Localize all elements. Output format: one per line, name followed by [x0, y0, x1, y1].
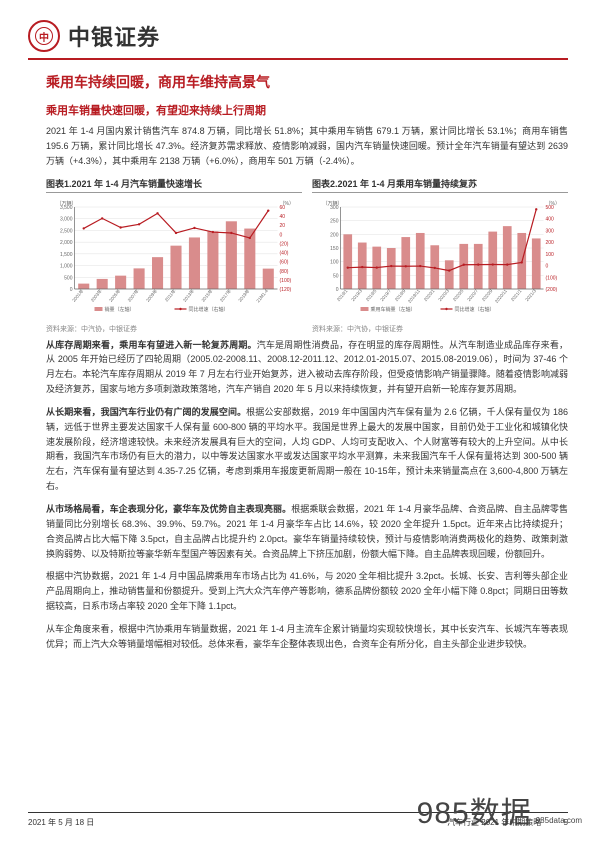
header: 中 中银证券	[28, 20, 568, 60]
chart2-title: 图表2.2021 年 1-4 月乘用车销量持续复苏	[312, 177, 568, 190]
section1-heading: 乘用车销量快速回暖，有望迎来持续上行周期	[46, 102, 568, 118]
svg-text:3,000: 3,000	[60, 216, 73, 222]
svg-text:200: 200	[330, 232, 339, 238]
svg-text:2011年: 2011年	[163, 287, 178, 303]
svg-text:2021/1: 2021/1	[510, 288, 523, 302]
svg-text:100: 100	[546, 251, 555, 257]
svg-text:2020/11: 2020/11	[494, 288, 508, 304]
svg-text:1,000: 1,000	[60, 263, 73, 269]
watermark-small: 985data.com	[536, 816, 582, 825]
svg-text:（万辆）: （万辆）	[323, 200, 343, 207]
para-p3: 从市场格局看，车企表现分化，豪华车及优势自主表现亮丽。根据乘联会数据，2021 …	[46, 502, 568, 561]
svg-text:（%）: （%）	[546, 201, 560, 207]
p1-bold: 从库存周期来看，乘用车有望进入新一轮复苏周期。	[46, 340, 257, 350]
svg-text:1,500: 1,500	[60, 251, 73, 257]
svg-text:2015年: 2015年	[200, 287, 215, 303]
svg-text:同比增速（右轴）: 同比增速（右轴）	[189, 306, 229, 313]
watermark: 985数据 985data.com	[417, 788, 582, 832]
charts-row: 图表1.2021 年 1-4 月汽车销量快速增长 05001,0001,5002…	[46, 177, 568, 334]
chart2-source: 资料来源：中汽协，中银证券	[312, 324, 568, 334]
svg-text:20: 20	[280, 223, 286, 229]
svg-text:2017年: 2017年	[218, 287, 233, 303]
svg-text:(120): (120)	[280, 287, 292, 293]
logo-inner: 中	[35, 27, 53, 45]
svg-text:40: 40	[280, 214, 286, 220]
chart1-box: 图表1.2021 年 1-4 月汽车销量快速增长 0 500 1,000 1,500 2…	[46, 177, 302, 334]
svg-text:150: 150	[330, 246, 339, 252]
chart1-title: 图表1.2021 年 1-4 月汽车销量快速增长	[46, 177, 302, 190]
para-p4: 根据中汽协数据，2021 年 1-4 月中国品牌乘用车市场占比为 41.6%，与…	[46, 569, 568, 614]
svg-text:2,000: 2,000	[60, 240, 73, 246]
svg-text:2,500: 2,500	[60, 228, 73, 234]
svg-text:(100): (100)	[546, 275, 558, 281]
svg-text:(40): (40)	[280, 250, 289, 256]
svg-text:2020/1: 2020/1	[423, 288, 436, 302]
svg-text:2005年: 2005年	[107, 287, 122, 303]
chart1-divider	[46, 192, 302, 193]
svg-text:(100): (100)	[280, 277, 292, 283]
svg-text:0: 0	[70, 287, 73, 293]
svg-text:2020/7: 2020/7	[466, 288, 479, 302]
svg-text:2013年: 2013年	[181, 287, 196, 303]
chart1-source: 资料来源：中汽协，中银证券	[46, 324, 302, 334]
svg-text:2019/5: 2019/5	[365, 288, 378, 302]
svg-text:（万辆）: （万辆）	[57, 200, 77, 207]
svg-text:(60): (60)	[280, 259, 289, 265]
svg-text:2009年: 2009年	[144, 287, 159, 303]
p2-bold: 从长期来看，我国汽车行业仍有广阔的发展空间。	[46, 407, 246, 417]
footer-date: 2021 年 5 月 18 日	[28, 817, 94, 828]
para-p1: 从库存周期来看，乘用车有望进入新一轮复苏周期。汽车是周期性消费品，存在明显的库存…	[46, 338, 568, 397]
svg-text:2021/3: 2021/3	[524, 288, 537, 302]
svg-text:0: 0	[336, 287, 339, 293]
svg-text:2019/3: 2019/3	[350, 288, 363, 302]
svg-text:2019/11: 2019/11	[407, 288, 421, 304]
svg-text:2019/9: 2019/9	[394, 288, 407, 302]
chart1-svg: 05001,0001,5002,0002,5003,0003,500(120)(…	[46, 197, 302, 317]
svg-text:2007年: 2007年	[126, 287, 141, 303]
svg-text:300: 300	[546, 228, 555, 234]
svg-text:400: 400	[546, 216, 555, 222]
p3-bold: 从市场格局看，车企表现分化，豪华车及优势自主表现亮丽。	[46, 504, 291, 514]
svg-text:同比增速（右轴）: 同比增速（右轴）	[455, 306, 495, 313]
svg-text:500: 500	[64, 275, 73, 281]
page: 中 中银证券 乘用车持续回暖，商用车维持高景气 乘用车销量快速回暖，有望迎来持续…	[0, 0, 596, 652]
svg-text:2020/3: 2020/3	[437, 288, 450, 302]
para-p2: 从长期来看，我国汽车行业仍有广阔的发展空间。根据公安部数据，2019 年中国国内…	[46, 405, 568, 494]
svg-text:2019年: 2019年	[237, 287, 252, 303]
company-name: 中银证券	[68, 20, 160, 52]
section1-para: 2021 年 1-4 月国内累计销售汽车 874.8 万辆，同比增长 51.8%…	[46, 124, 568, 169]
para-p5: 从车企角度来看，根据中汽协乘用车销量数据，2021 年 1-4 月主流车企累计销…	[46, 622, 568, 652]
svg-text:200: 200	[546, 240, 555, 246]
watermark-big: 985数据	[417, 788, 532, 832]
svg-text:2020/5: 2020/5	[452, 288, 465, 302]
svg-text:250: 250	[330, 218, 339, 224]
svg-text:(20): (20)	[280, 241, 289, 247]
svg-text:销量（左轴）: 销量（左轴）	[105, 306, 135, 313]
svg-text:0: 0	[280, 232, 283, 238]
svg-text:(80): (80)	[280, 268, 289, 274]
svg-text:50: 50	[333, 273, 339, 279]
chart2-svg: 050100150200250300(200)(100)010020030040…	[312, 197, 568, 317]
chart2-box: 图表2.2021 年 1-4 月乘用车销量持续复苏 0 50 100 150 200 25…	[312, 177, 568, 334]
chart2-divider	[312, 192, 568, 193]
svg-text:0: 0	[546, 263, 549, 269]
svg-text:（%）: （%）	[280, 201, 294, 207]
svg-text:乘用车销量（左轴）: 乘用车销量（左轴）	[371, 306, 416, 313]
svg-text:100: 100	[330, 259, 339, 265]
page-title: 乘用车持续回暖，商用车维持高景气	[46, 72, 568, 92]
svg-text:2001年: 2001年	[71, 287, 86, 303]
svg-text:(200): (200)	[546, 287, 558, 293]
svg-text:21M1-4: 21M1-4	[255, 288, 269, 303]
svg-text:2003年: 2003年	[89, 287, 104, 303]
svg-text:2020/9: 2020/9	[481, 288, 494, 302]
p2-text: 根据公安部数据，2019 年中国国内汽车保有量为 2.6 亿辆，千人保有量仅为 …	[46, 407, 568, 491]
svg-text:2019/7: 2019/7	[379, 288, 392, 302]
bank-logo-icon: 中	[28, 20, 60, 52]
